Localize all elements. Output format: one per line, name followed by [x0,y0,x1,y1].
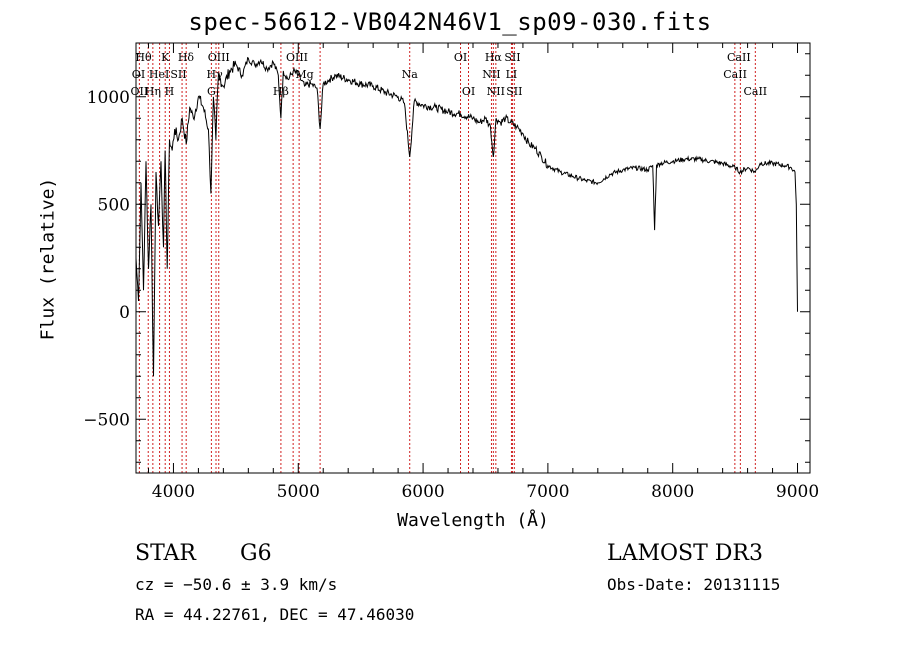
line-label-mg: Mg [295,68,313,81]
line-label-sii: SII [504,51,520,64]
line-label-hθ: Hθ [135,51,152,64]
x-axis-label: Wavelength (Å) [397,510,549,531]
line-label-hη: Hη [145,85,161,98]
line-label-caii: CaII [743,85,767,98]
line-label-oiii: OIII [286,51,308,64]
line-label-hγ: Hγ [207,68,224,81]
x-tick-label: 6000 [401,482,444,502]
y-tick-label: −500 [83,410,130,430]
line-label-hβ: Hβ [273,85,289,98]
line-label-hα: Hα [485,51,503,64]
chart-title: spec-56612-VB042N46V1_sp09-030.fits [188,8,712,36]
line-label-li: LI [506,68,518,81]
x-tick-label: 5000 [277,482,320,502]
line-label-oi: OI [462,85,475,98]
line-label-oiii: OIII [208,51,230,64]
survey-name: LAMOST DR3 [607,541,763,566]
object-class: STAR [135,541,196,566]
line-label-nii: NII [482,68,500,81]
plot-frame [135,42,811,474]
observation-date: Obs-Date: 20131115 [607,575,781,594]
x-tick-label: 4000 [152,482,195,502]
line-label-hδ: Hδ [178,51,195,64]
line-label-na: Na [402,68,419,81]
line-label-oi: OI [132,68,145,81]
line-label-h: H [165,85,175,98]
line-label-oi: OI [454,51,467,64]
object-subclass: G6 [240,541,272,566]
line-label-k: K [161,51,170,64]
line-label-nii: NII [487,85,505,98]
line-label-caii: CaII [727,51,751,64]
y-tick-label: 500 [98,195,130,215]
spectrum-series-flux [136,56,798,377]
line-label-sii: SII [506,85,522,98]
redshift-readout: cz = −50.6 ± 3.9 km/s [135,575,338,594]
line-label-hei: HeI [149,68,169,81]
x-tick-label: 9000 [776,482,819,502]
x-tick-label: 7000 [526,482,569,502]
line-label-g: G [207,85,216,98]
line-label-sii: SII [170,68,186,81]
y-tick-label: 0 [119,303,130,323]
y-axis-label: Flux (relative) [37,177,59,341]
line-label-oii: OII [131,85,149,98]
y-tick-label: 1000 [87,88,130,108]
line-label-caii: CaII [723,68,747,81]
x-tick-label: 8000 [651,482,694,502]
coordinates-readout: RA = 44.22761, DEC = 47.46030 [135,605,415,624]
